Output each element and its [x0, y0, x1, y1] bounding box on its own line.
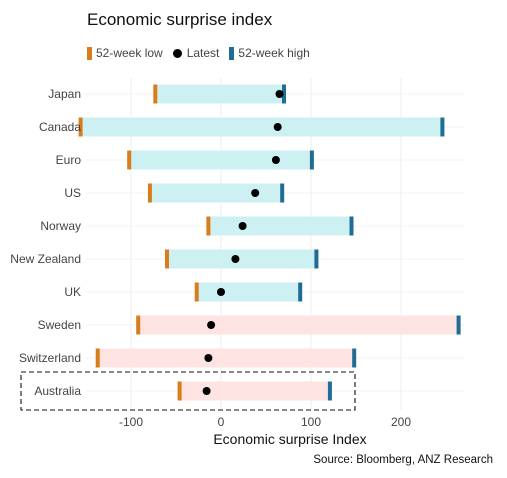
legend-low-label: 52-week low [96, 46, 163, 60]
latest-dot-new-zealand [231, 255, 240, 263]
chart-title: Economic surprise index [87, 10, 273, 29]
latest-dot-canada [273, 123, 282, 131]
row-label-new-zealand: New Zealand [10, 252, 81, 266]
low-marker-sweden [136, 315, 141, 335]
row-label-uk: UK [64, 285, 81, 299]
range-bar-uk [196, 282, 301, 302]
low-marker-norway [206, 216, 211, 236]
row-label-japan: Japan [48, 87, 81, 101]
legend-item-high: 52-week high [229, 46, 310, 60]
latest-dot-uk [217, 288, 225, 296]
row-label-us: US [64, 186, 81, 200]
range-bar-us [149, 183, 283, 203]
low-marker-euro [127, 150, 132, 170]
x-tick-label: -100 [119, 415, 143, 429]
range-bar-new-zealand [167, 249, 317, 269]
x-axis-label: Economic surprise Index [213, 431, 366, 447]
high-marker-uk [298, 282, 303, 302]
high-marker-australia [327, 381, 332, 401]
low-marker-japan [153, 84, 158, 104]
high-marker-switzerland [352, 348, 357, 368]
low-marker-switzerland [95, 348, 100, 368]
highlight-box [20, 371, 356, 411]
range-bar-sweden [138, 315, 459, 335]
latest-dot-switzerland [204, 354, 213, 362]
high-marker-new-zealand [314, 249, 319, 269]
low-marker-us [147, 183, 152, 203]
range-bar-australia [179, 381, 330, 401]
range-bar-norway [208, 216, 352, 236]
row-label-switzerland: Switzerland [19, 351, 81, 365]
high-marker-canada [440, 117, 445, 137]
legend-high-swatch [229, 46, 235, 60]
low-marker-uk [194, 282, 199, 302]
latest-dot-euro [271, 156, 280, 164]
range-bar-canada [80, 117, 443, 137]
high-marker-us [280, 183, 285, 203]
source-note: Source: Bloomberg, ANZ Research [313, 454, 493, 466]
legend-item-low: 52-week low [87, 46, 163, 60]
legend: 52-week low Latest 52-week high [87, 45, 320, 61]
legend-item-latest: Latest [172, 46, 220, 60]
high-marker-euro [309, 150, 314, 170]
range-bar-switzerland [97, 348, 355, 368]
row-label-norway: Norway [40, 219, 81, 233]
row-label-sweden: Sweden [38, 318, 81, 332]
latest-dot-japan [275, 90, 284, 98]
high-marker-sweden [456, 315, 461, 335]
legend-low-swatch [87, 46, 92, 60]
legend-latest-label: Latest [186, 46, 220, 60]
range-bar-euro [129, 150, 312, 170]
x-tick-label: 200 [391, 415, 411, 429]
high-marker-japan [282, 84, 286, 104]
high-marker-norway [349, 216, 354, 236]
row-label-canada: Canada [39, 120, 81, 134]
low-marker-australia [177, 381, 182, 401]
legend-latest-dot [172, 48, 182, 58]
legend-high-label: 52-week high [238, 46, 310, 60]
latest-dot-norway [238, 222, 247, 230]
row-label-euro: Euro [56, 153, 82, 167]
x-tick-label: 100 [301, 415, 321, 429]
latest-dot-sweden [207, 321, 216, 329]
low-marker-new-zealand [165, 249, 169, 269]
range-bar-japan [155, 84, 284, 104]
low-marker-canada [78, 117, 83, 137]
latest-dot-australia [202, 387, 211, 395]
latest-dot-us [251, 189, 260, 197]
row-label-australia: Australia [34, 384, 81, 398]
x-tick-label: 0 [218, 415, 225, 429]
